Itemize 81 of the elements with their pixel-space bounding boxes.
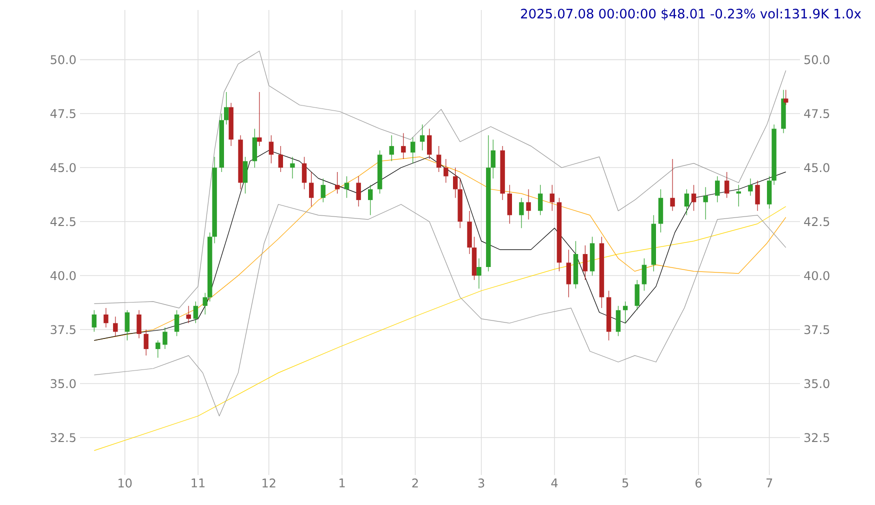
candlestick xyxy=(202,292,208,315)
candlestick xyxy=(113,316,118,336)
candlestick xyxy=(452,167,458,198)
y2-tick-label: 47.5 xyxy=(804,109,830,118)
candlestick xyxy=(410,137,416,164)
x-tick-label: 11 xyxy=(192,478,205,488)
candlestick xyxy=(444,158,448,184)
y-tick-label: 42.5 xyxy=(50,217,76,226)
x-tick-label: 12 xyxy=(262,478,276,488)
candlestick xyxy=(715,176,720,203)
candlestick xyxy=(783,90,788,106)
candlestick xyxy=(308,172,314,207)
x-tick-label: 5 xyxy=(622,478,628,488)
candlestick xyxy=(634,280,640,310)
candlestick xyxy=(436,146,442,172)
candlestick xyxy=(755,180,760,212)
y-tick-label: 35.0 xyxy=(50,379,76,388)
chart-title: 2025.07.08 00:00:00 $48.01 -0.23% vol:131.9K 1.0x xyxy=(521,8,861,20)
y-tick-label: 32.5 xyxy=(50,433,76,442)
candlestick xyxy=(320,178,326,203)
candlestick xyxy=(268,134,274,164)
y2-tick-label: 50.0 xyxy=(804,55,830,64)
candlestick xyxy=(224,92,229,125)
candlestick xyxy=(156,340,160,358)
candlestick xyxy=(550,184,554,212)
y2-tick-label: 35.0 xyxy=(804,379,830,388)
y-tick-label: 40.0 xyxy=(50,271,76,280)
y2-tick-label: 37.5 xyxy=(804,325,830,334)
candlestick xyxy=(703,186,708,220)
y2-tick-label: 40.0 xyxy=(804,271,830,280)
candlestick xyxy=(389,134,394,162)
y-tick-label: 37.5 xyxy=(50,325,76,334)
candlestick xyxy=(302,156,307,190)
y2-tick-label: 45.0 xyxy=(804,163,830,172)
x-tick-label: 6 xyxy=(696,478,702,488)
candlestick xyxy=(368,184,373,216)
candlestick xyxy=(278,146,284,172)
candlestick xyxy=(242,156,248,194)
x-tick-label: 1 xyxy=(340,478,345,488)
x-tick-label: 10 xyxy=(118,478,132,488)
x-tick-label: 4 xyxy=(551,478,558,488)
y2-tick-label: 32.5 xyxy=(804,433,830,442)
candlestick xyxy=(104,308,108,328)
candlestick xyxy=(616,306,621,336)
y2-tick-label: 42.5 xyxy=(804,217,830,226)
candlestick xyxy=(92,310,97,332)
y-tick-label: 50.0 xyxy=(50,55,76,64)
candlestick xyxy=(684,188,690,216)
candlestick xyxy=(642,258,647,292)
x-tick-label: 3 xyxy=(478,478,484,488)
candlestick xyxy=(526,188,531,220)
candlestick xyxy=(476,258,482,289)
y-tick-label: 47.5 xyxy=(50,109,76,118)
candlestick xyxy=(538,184,543,216)
candlestick xyxy=(766,176,772,209)
candlestick xyxy=(257,92,262,146)
candlestick xyxy=(252,128,258,168)
candlestick xyxy=(144,329,148,356)
line-series xyxy=(94,50,786,308)
candlestick xyxy=(724,172,730,198)
candlestick xyxy=(136,310,142,339)
candlestick xyxy=(124,310,130,341)
candlestick xyxy=(186,306,191,324)
candlestick xyxy=(691,184,696,212)
candlestick xyxy=(519,198,524,228)
candlestick xyxy=(356,176,361,207)
y-tick-label: 45.0 xyxy=(50,163,76,172)
candlestick xyxy=(174,310,180,336)
candlestick xyxy=(748,178,753,196)
candlestick xyxy=(290,156,295,179)
x-tick-label: 2 xyxy=(412,478,418,488)
candlestick xyxy=(162,327,168,350)
candlestick xyxy=(490,139,496,179)
x-tick-label: 7 xyxy=(766,478,772,488)
candlestick xyxy=(507,184,512,224)
candlestick xyxy=(582,245,588,280)
candlestick xyxy=(566,249,572,298)
candlestick xyxy=(193,301,198,324)
candlestick xyxy=(670,158,675,212)
candlestick xyxy=(427,128,432,160)
candlestick xyxy=(401,132,406,160)
